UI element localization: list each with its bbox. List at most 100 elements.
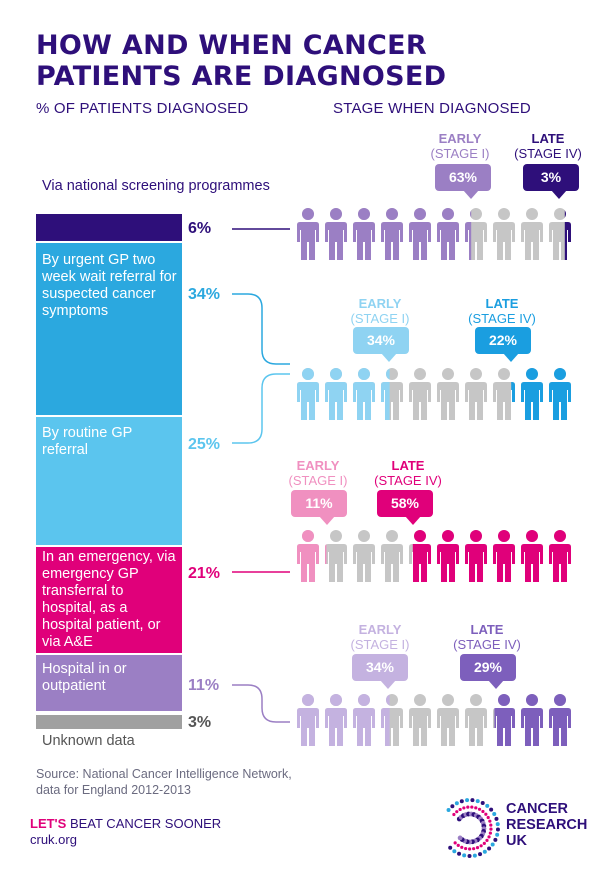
logo-dot: [495, 822, 500, 827]
stacked-bar-segment-routine-gp: [36, 417, 182, 545]
logo-dot: [462, 853, 467, 858]
late-label-emergency: LATE (STAGE IV): [374, 458, 442, 488]
person-figure-late: [549, 694, 571, 746]
logo-dot: [474, 806, 478, 810]
person-figure-early: [437, 208, 459, 260]
logo-dot: [478, 852, 483, 857]
person-figure-late: [494, 694, 515, 746]
logo-dot: [462, 806, 466, 810]
logo-dot: [481, 809, 485, 814]
person-figure-early: [325, 544, 327, 564]
late-bubble-gp: 22%: [475, 327, 531, 362]
late-label-screening: LATE (STAGE IV): [514, 131, 582, 161]
cancer-research-uk-logo-icon: [446, 798, 500, 858]
logo-dot: [489, 807, 494, 812]
person-figure: [325, 368, 347, 420]
logo-dot: [470, 798, 475, 803]
person-figure: [493, 530, 515, 582]
logo-dot: [492, 812, 497, 816]
person-figure: [325, 208, 347, 260]
person-figure: [353, 530, 375, 582]
late-label-hospital: LATE (STAGE IV): [453, 622, 521, 652]
person-figure-early: [465, 210, 472, 260]
late-label-gp: LATE (STAGE IV): [468, 296, 536, 326]
person-figure: [381, 530, 403, 582]
category-label-urgent-gp: By urgent GP two week wait referral for …: [42, 252, 177, 319]
value-label-screening: 6%: [188, 220, 212, 237]
early-label-hospital: EARLY (STAGE I): [350, 622, 410, 652]
person-figure: [465, 208, 487, 260]
person-figure: [549, 530, 571, 582]
person-figure: [409, 530, 431, 582]
person-figure: [325, 694, 347, 746]
person-figure: [297, 208, 319, 260]
logo-dot: [466, 805, 470, 809]
late-bubble-hospital: 29%: [460, 654, 516, 689]
person-figure: [521, 368, 543, 420]
early-label-screening: EARLY (STAGE I): [430, 131, 490, 161]
person-figure-early: [325, 694, 347, 746]
person-figure-early: [325, 208, 347, 260]
person-figure: [521, 530, 543, 582]
person-figure: [465, 530, 487, 582]
person-figure-late: [412, 530, 431, 582]
logo-dot: [454, 801, 459, 806]
person-figure: [549, 694, 571, 746]
person-figure-early: [297, 368, 319, 420]
person-figure-late: [493, 530, 515, 582]
logo-dot: [493, 837, 498, 842]
person-figure: [437, 530, 459, 582]
logo-dot: [488, 819, 492, 823]
person-figure: [409, 694, 431, 746]
person-figure: [325, 530, 347, 582]
logo-dot: [487, 846, 492, 851]
person-figure: [409, 208, 431, 260]
person-figure-early: [381, 694, 390, 746]
logo-dot: [448, 845, 453, 850]
right-heading: STAGE WHEN DIAGNOSED: [333, 100, 531, 117]
logo-dot: [495, 827, 500, 832]
logo-dot: [475, 846, 480, 850]
logo-dot: [450, 804, 455, 809]
logo-dot: [490, 842, 495, 847]
person-figure: [493, 694, 515, 746]
person-figure: [549, 208, 571, 260]
category-label-screening: Via national screening programmes: [42, 178, 270, 194]
person-figure-early: [381, 208, 403, 260]
logo-dot: [479, 844, 483, 848]
logo-dot: [489, 823, 493, 827]
person-figure: [381, 368, 403, 420]
early-bubble-emergency: 11%: [291, 490, 347, 525]
logo-dot: [482, 849, 487, 854]
logo-dot: [489, 827, 493, 831]
category-label-hospital: Hospital in or outpatient: [42, 661, 127, 694]
connector-urgent: [232, 293, 290, 365]
stacked-bar-segment-unknown: [36, 715, 182, 729]
person-figure: [493, 368, 515, 420]
person-figure-early: [353, 368, 375, 420]
left-heading: % OF PATIENTS DIAGNOSED: [36, 100, 249, 117]
early-bubble-gp: 34%: [353, 327, 409, 362]
logo-dot: [452, 849, 457, 854]
person-figure-late: [564, 210, 571, 260]
person-figure: [437, 368, 459, 420]
logo-dot: [467, 853, 472, 858]
person-figure-late: [437, 530, 459, 582]
person-figure: [297, 368, 319, 420]
person-figure: [437, 208, 459, 260]
person-figure-early: [297, 694, 319, 746]
logo-dot: [486, 815, 490, 820]
logo-dot: [484, 812, 488, 816]
person-figure-early: [409, 208, 431, 260]
logo-dot: [472, 847, 476, 851]
logo-dot: [495, 832, 500, 837]
pictogram-row-1: [297, 368, 571, 420]
connector-hospital: [232, 684, 290, 723]
late-bubble-screening: 3%: [523, 164, 579, 199]
person-figure: [297, 694, 319, 746]
person-figure-early: [353, 694, 375, 746]
early-label-emergency: EARLY (STAGE I): [288, 458, 348, 488]
logo-dot: [470, 805, 474, 809]
person-figure-early: [353, 208, 375, 260]
website-link[interactable]: cruk.org: [30, 832, 77, 847]
